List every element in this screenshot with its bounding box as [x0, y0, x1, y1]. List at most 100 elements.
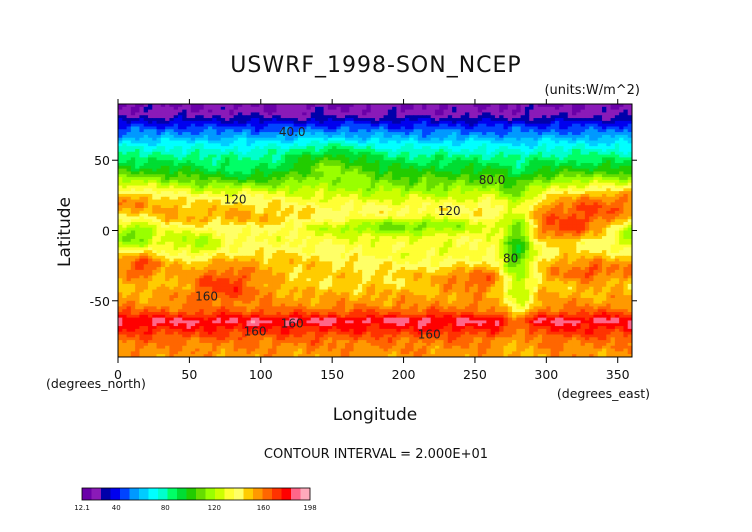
heatmap-cell-2043 — [130, 151, 136, 156]
heatmap-cell-356 — [614, 109, 620, 114]
heatmap-cell-2585 — [396, 163, 402, 167]
heatmap-cell-652 — [340, 118, 346, 122]
heatmap-cell-662 — [383, 118, 389, 122]
heatmap-cell-1730 — [332, 143, 338, 147]
heatmap-cell-1911 — [593, 146, 599, 150]
heatmap-cell-465 — [567, 112, 573, 116]
heatmap-cell-646 — [315, 118, 320, 122]
heatmap-cell-919 — [456, 123, 462, 128]
heatmap-cell-2673 — [259, 165, 265, 170]
heatmap-cell-1067 — [576, 126, 582, 130]
heatmap-cell-1672 — [597, 140, 603, 144]
heatmap-cell-657 — [362, 118, 368, 122]
heatmap-cell-1466 — [229, 137, 235, 142]
heatmap-cell-2088 — [323, 151, 329, 156]
heatmap-cell-39 — [285, 104, 290, 108]
heatmap-cell-818 — [537, 120, 543, 125]
heatmap-cell-276 — [272, 109, 278, 114]
heatmap-cell-1480 — [289, 137, 295, 142]
heatmap-cell-612 — [169, 118, 175, 122]
heatmap-cell-1603 — [302, 140, 308, 144]
heatmap-cell-2257 — [533, 154, 539, 159]
heatmap-cell-2331 — [336, 157, 342, 161]
heatmap-cell-1995 — [439, 148, 445, 153]
heatmap-cell-798 — [452, 120, 457, 125]
heatmap-cell-2231 — [422, 154, 427, 159]
heatmap-cell-678 — [452, 118, 457, 122]
heatmap-cell-635 — [267, 118, 273, 122]
heatmap-cell-1694 — [177, 143, 183, 147]
heatmap-cell-2487 — [490, 160, 496, 164]
heatmap-cell-2500 — [546, 160, 552, 164]
heatmap-cell-940 — [546, 123, 552, 128]
heatmap-cell-2370 — [503, 157, 509, 161]
heatmap-cell-2155 — [610, 151, 616, 156]
heatmap-cell-1663 — [559, 140, 565, 144]
heatmap-cell-1849 — [327, 146, 333, 150]
heatmap-cell-1088 — [152, 129, 158, 133]
heatmap-cell-313 — [430, 109, 436, 114]
heatmap-cell-2061 — [207, 151, 213, 156]
heatmap-cell-2619 — [542, 163, 547, 167]
heatmap-cell-1367 — [319, 134, 325, 139]
heatmap-cell-1173 — [516, 129, 522, 133]
heatmap-cell-139 — [199, 106, 205, 111]
heatmap-cell-1768 — [494, 143, 500, 147]
heatmap-cell-543 — [387, 115, 393, 119]
heatmap-cell-2599 — [456, 163, 462, 167]
heatmap-cell-2277 — [619, 154, 625, 159]
heatmap-cell-2514 — [606, 160, 612, 164]
heatmap-cell-718 — [623, 118, 629, 122]
heatmap-cell-259 — [199, 109, 205, 114]
heatmap-cell-0 — [118, 104, 123, 108]
heatmap-cell-1470 — [246, 137, 252, 142]
heatmap-cell-393 — [259, 112, 265, 116]
heatmap-cell-998 — [280, 126, 286, 130]
heatmap-cell-2023 — [559, 148, 565, 153]
heatmap-cell-1098 — [195, 129, 200, 133]
heatmap-cell-849 — [156, 123, 162, 128]
heatmap-cell-367 — [147, 112, 153, 116]
heatmap-cell-1364 — [306, 134, 312, 139]
heatmap-cell-2383 — [559, 157, 565, 161]
heatmap-cell-867 — [233, 123, 239, 128]
heatmap-cell-2432 — [255, 160, 260, 164]
heatmap-cell-425 — [396, 112, 402, 116]
heatmap-cell-1717 — [276, 143, 282, 147]
heatmap-cell-2206 — [315, 154, 320, 159]
heatmap-cell-654 — [349, 118, 355, 122]
heatmap-cell-1428 — [580, 134, 586, 139]
heatmap-cell-2042 — [126, 151, 132, 156]
heatmap-cell-379 — [199, 112, 205, 116]
heatmap-cell-2359 — [456, 157, 462, 161]
heatmap-cell-2666 — [229, 165, 235, 170]
heatmap-cell-869 — [242, 123, 248, 128]
heatmap-cell-764 — [306, 120, 312, 125]
heatmap-cell-1007 — [319, 126, 325, 130]
heatmap-cell-790 — [417, 120, 423, 125]
heatmap-cell-989 — [242, 126, 248, 130]
heatmap-cell-1999 — [456, 148, 462, 153]
heatmap-cell-1946 — [229, 148, 235, 153]
heatmap-cell-1483 — [302, 137, 308, 142]
heatmap-cell-1239 — [285, 132, 290, 136]
heatmap-cell-1086 — [143, 129, 149, 133]
heatmap-cell-1259 — [370, 132, 376, 136]
heatmap-cell-944 — [563, 123, 569, 128]
heatmap-cell-66 — [400, 104, 406, 108]
heatmap-cell-2365 — [482, 157, 487, 161]
heatmap-cell-965 — [139, 126, 145, 130]
heatmap-cell-1181 — [550, 129, 556, 133]
heatmap-cell-1440 — [118, 137, 123, 142]
heatmap-cell-1120 — [289, 129, 295, 133]
heatmap-cell-808 — [494, 120, 500, 125]
heatmap-cell-1657 — [533, 140, 539, 144]
heatmap-cell-2020 — [546, 148, 552, 153]
heatmap-cell-2393 — [602, 157, 607, 161]
heatmap-cell-1877 — [447, 146, 453, 150]
heatmap-cell-2014 — [520, 148, 526, 153]
heatmap-cell-725 — [139, 120, 145, 125]
heatmap-cell-1980 — [375, 148, 380, 153]
heatmap-cell-1431 — [593, 134, 599, 139]
heatmap-cell-1757 — [447, 143, 453, 147]
